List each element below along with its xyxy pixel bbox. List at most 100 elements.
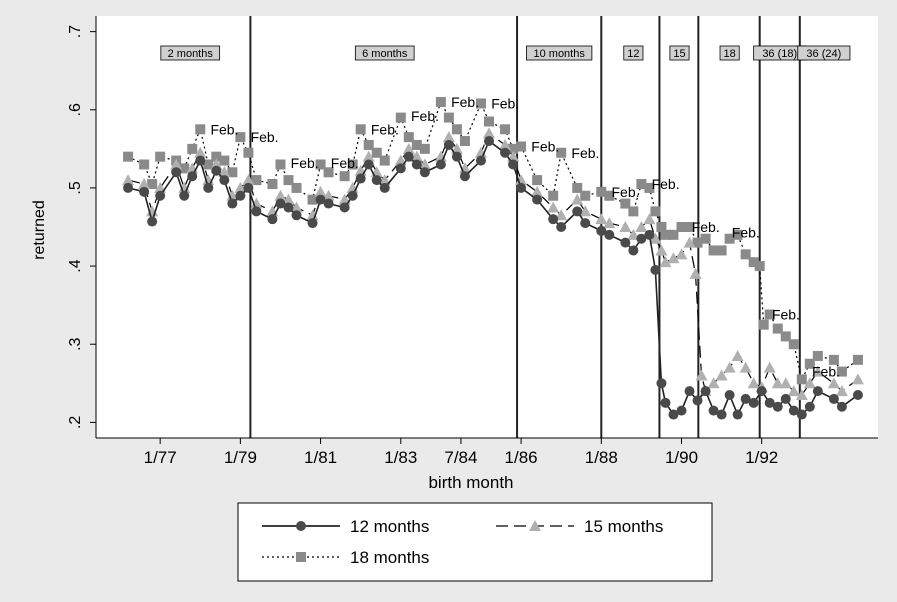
marker-triangle [282,193,295,205]
marker-circle [459,171,470,182]
marker-circle [656,378,667,389]
marker-circle [371,175,382,186]
marker-square [179,163,190,174]
regime-label-box [526,45,593,61]
marker-circle [243,182,254,193]
marker-triangle [250,197,263,209]
y-tick-label: .4 [67,259,84,272]
x-tick-label: 7/84 [444,448,477,467]
marker-circle [451,151,462,162]
marker-square [788,339,799,350]
marker-circle [411,159,422,170]
marker-square [339,171,350,182]
marker-triangle [226,189,239,201]
marker-triangle [715,369,728,381]
regime-labels: 2 months 6 months 10 months 12 15 18 36 (18) 36… [160,45,851,61]
marker-square [484,116,495,127]
marker-circle [852,390,863,401]
x-tick-label: 1/83 [384,448,417,467]
marker-circle [267,214,278,225]
marker-circle [572,206,583,217]
marker-triangle [627,228,640,240]
marker-square [656,222,667,232]
marker-square [668,229,679,240]
marker-circle [187,171,198,182]
marker-square [724,233,735,244]
annotation-label: Feb. [451,94,479,110]
regime-label: 10 months [533,48,585,60]
regime-label-box [623,45,644,61]
annotation-label: Feb. [612,184,640,200]
marker-circle [307,218,318,229]
y-axis-label: returned [31,200,48,260]
marker-square [435,96,446,107]
marker-square [580,190,591,201]
marker-square [636,179,647,190]
marker-triangle [571,193,584,205]
regime-label: 18 [723,48,735,60]
marker-square [267,179,278,190]
marker-triangle [483,127,496,139]
marker-triangle [402,142,415,154]
annotation-label: Feb. [772,307,800,323]
marker-square [700,233,711,244]
marker-square [828,354,839,365]
marker-triangle [659,256,672,268]
x-tick-label: 1/81 [304,448,337,467]
marker-triangle [218,166,231,178]
annotation-label: Feb. [732,224,760,240]
marker-circle [804,401,815,412]
marker-circle [620,237,631,248]
marker-triangle [122,174,135,186]
marker-triangle [515,174,528,186]
marker-triangle [827,377,840,389]
x-tick-label: 1/88 [585,448,618,467]
plot-area [96,16,878,438]
marker-circle [355,173,366,184]
regime-label: 36 (24) [806,48,841,60]
marker-triangle [675,248,688,260]
marker-square [459,136,470,147]
marker-circle [123,182,134,193]
marker-circle [379,182,390,193]
marker-circle [596,225,607,236]
marker-square [500,124,511,135]
marker-square [684,222,695,232]
marker-square [758,319,769,330]
x-tick-label: 1/92 [745,448,778,467]
legend-label: 15 months [584,517,663,536]
marker-circle [291,210,302,221]
marker-circle [227,198,238,209]
marker-square [187,143,198,154]
marker-square [155,151,166,162]
marker-square [754,261,765,272]
marker-circle [155,190,166,201]
marker-triangle [787,385,800,397]
regime-label-box [669,45,690,61]
marker-circle [724,390,735,401]
marker-triangle [442,131,455,143]
marker-circle [532,194,543,205]
marker-triangle [779,377,792,389]
annotation-label: Feb. [371,121,399,137]
marker-triangle [547,201,560,213]
marker-circle [836,401,847,412]
marker-square [836,366,847,377]
marker-triangle [194,146,207,158]
marker-square [371,147,382,158]
x-tick-label: 1/79 [224,448,257,467]
marker-circle [508,159,519,170]
marker-circle [339,202,350,213]
marker-circle [195,155,206,166]
marker-circle [636,233,647,244]
marker-square [227,167,238,178]
marker-circle [796,409,807,420]
marker-circle [676,405,687,416]
marker-square [796,374,807,385]
marker-circle [475,155,486,166]
legend-marker [296,521,306,531]
marker-circle [419,167,430,178]
marker-circle [828,393,839,404]
marker-triangle [771,377,784,389]
marker-circle [403,151,414,162]
